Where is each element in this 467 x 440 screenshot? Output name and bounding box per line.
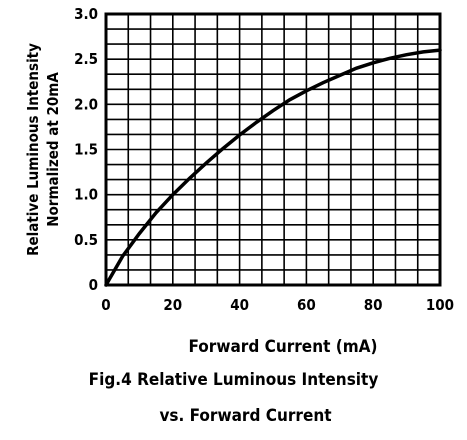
y-tick-label: 1.0 <box>74 186 98 204</box>
chart: 0 20 40 60 80 100 0 0.5 1.0 1.5 2.0 2.5 3.0 Forward… <box>24 5 454 357</box>
chart-grid <box>106 14 440 285</box>
y-axis-title-line2: Normalized at 20mA <box>44 72 62 227</box>
x-tick-labels: 0 20 40 60 80 100 <box>101 296 454 314</box>
x-tick-label: 100 <box>426 296 454 314</box>
x-tick-label: 0 <box>101 296 110 314</box>
x-tick-label: 40 <box>230 296 249 314</box>
y-tick-label: 2.0 <box>74 95 98 113</box>
y-tick-labels: 0 0.5 1.0 1.5 2.0 2.5 3.0 <box>74 5 98 294</box>
x-tick-label: 80 <box>364 296 383 314</box>
y-tick-label: 3.0 <box>74 5 98 23</box>
plot-frame <box>104 12 442 287</box>
y-tick-label: 0.5 <box>74 231 98 249</box>
y-axis-title-line1: Relative Luminous Intensity <box>24 43 42 256</box>
x-tick-label: 20 <box>163 296 182 314</box>
y-tick-label: 1.5 <box>74 141 98 159</box>
x-tick-label: 60 <box>297 296 316 314</box>
y-tick-label: 2.5 <box>74 50 98 68</box>
x-axis-title: Forward Current (mA) <box>189 337 378 357</box>
figure-caption-line2: vs. Forward Current <box>159 406 332 426</box>
y-tick-label: 0 <box>89 276 98 294</box>
figure-caption-line1: Fig.4 Relative Luminous Intensity <box>88 370 379 390</box>
data-series-line <box>104 48 442 287</box>
